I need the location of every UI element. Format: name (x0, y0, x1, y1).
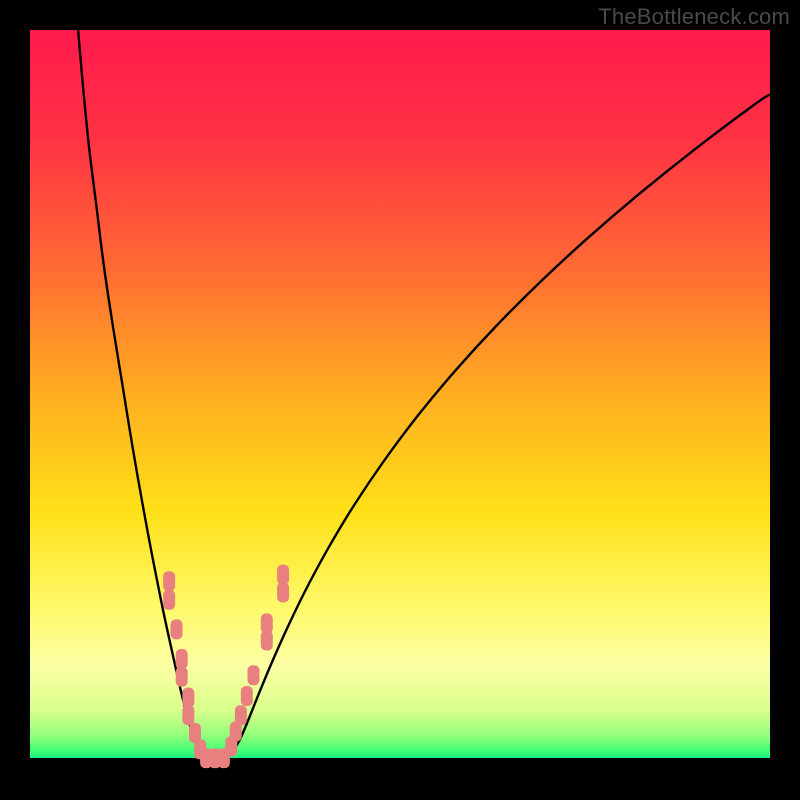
figure: TheBottleneck.com (0, 0, 800, 800)
data-marker (261, 613, 273, 633)
data-marker (235, 705, 247, 725)
right-curve (226, 94, 770, 758)
data-marker (163, 590, 175, 610)
data-marker (163, 571, 175, 591)
plot-area (30, 30, 770, 770)
watermark-text: TheBottleneck.com (598, 4, 790, 30)
data-marker (277, 582, 289, 602)
curves-layer (30, 30, 770, 770)
left-curve (78, 30, 204, 758)
data-marker (182, 705, 194, 725)
data-marker (176, 667, 188, 687)
data-marker (171, 619, 183, 639)
data-marker (261, 631, 273, 651)
data-marker (241, 686, 253, 706)
data-marker (277, 565, 289, 585)
data-marker (247, 665, 259, 685)
data-marker (176, 649, 188, 669)
data-marker (182, 687, 194, 707)
